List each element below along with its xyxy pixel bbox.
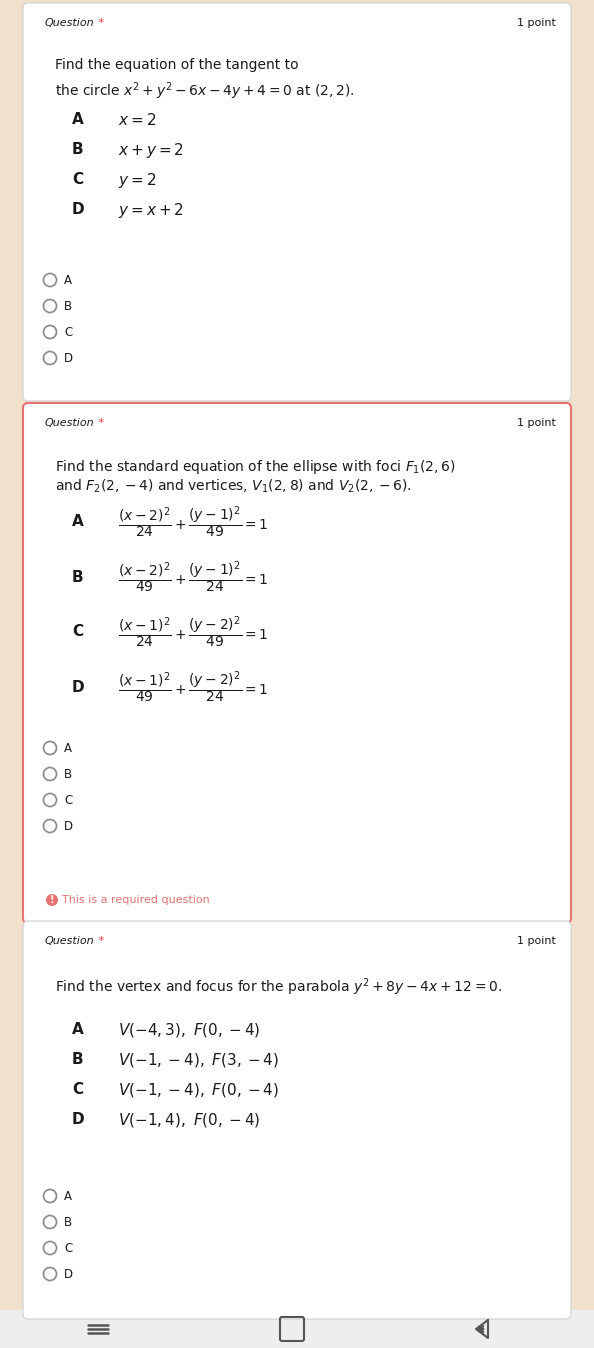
Text: Find the vertex and focus for the parabola $y^2+8y-4x+12=0$.: Find the vertex and focus for the parabo…: [55, 976, 503, 998]
Text: Question: Question: [45, 18, 94, 28]
FancyBboxPatch shape: [23, 3, 571, 400]
Bar: [0, 1310, 594, 1348]
Text: B: B: [72, 143, 84, 158]
Text: C: C: [72, 1082, 83, 1097]
Text: Question: Question: [45, 936, 94, 946]
Text: A: A: [72, 515, 84, 530]
Text: C: C: [64, 794, 72, 806]
Text: 1 point: 1 point: [517, 418, 556, 429]
Text: !: !: [50, 895, 54, 905]
Text: $x+y=2$: $x+y=2$: [118, 140, 184, 159]
Text: This is a required question: This is a required question: [62, 895, 210, 905]
Text: $\dfrac{(x-2)^2}{24}+\dfrac{(y-1)^2}{49}=1$: $\dfrac{(x-2)^2}{24}+\dfrac{(y-1)^2}{49}…: [118, 504, 268, 541]
Text: $V(-1,-4),\ F(3,-4)$: $V(-1,-4),\ F(3,-4)$: [118, 1051, 279, 1069]
Text: $V(-1,-4),\ F(0,-4)$: $V(-1,-4),\ F(0,-4)$: [118, 1081, 279, 1099]
Circle shape: [46, 894, 58, 906]
Text: C: C: [72, 624, 83, 639]
Text: D: D: [72, 202, 84, 217]
Text: B: B: [72, 1053, 84, 1068]
Text: A: A: [64, 741, 72, 755]
Text: *: *: [95, 18, 104, 28]
Text: Question: Question: [45, 418, 94, 429]
Text: D: D: [64, 820, 73, 833]
Text: $\dfrac{(x-1)^2}{49}+\dfrac{(y-2)^2}{24}=1$: $\dfrac{(x-1)^2}{49}+\dfrac{(y-2)^2}{24}…: [118, 669, 268, 705]
Text: D: D: [64, 1267, 73, 1281]
Text: $V(-4,3),\ F(0,-4)$: $V(-4,3),\ F(0,-4)$: [118, 1020, 260, 1039]
Text: D: D: [72, 679, 84, 694]
Text: B: B: [64, 1216, 72, 1228]
Text: C: C: [64, 1242, 72, 1255]
Text: $\dfrac{(x-2)^2}{49}+\dfrac{(y-1)^2}{24}=1$: $\dfrac{(x-2)^2}{49}+\dfrac{(y-1)^2}{24}…: [118, 559, 268, 594]
FancyBboxPatch shape: [23, 921, 571, 1318]
Text: $V(-1,4),\ F(0,-4)$: $V(-1,4),\ F(0,-4)$: [118, 1111, 260, 1130]
Text: C: C: [72, 173, 83, 187]
Text: $\dfrac{(x-1)^2}{24}+\dfrac{(y-2)^2}{49}=1$: $\dfrac{(x-1)^2}{24}+\dfrac{(y-2)^2}{49}…: [118, 615, 268, 650]
FancyBboxPatch shape: [23, 403, 571, 923]
Text: A: A: [72, 1023, 84, 1038]
Text: the circle $x^2+y^2-6x-4y+4=0$ at $(2,2)$.: the circle $x^2+y^2-6x-4y+4=0$ at $(2,2)…: [55, 80, 355, 101]
Text: Find the equation of the tangent to: Find the equation of the tangent to: [55, 58, 299, 71]
Text: $y=x+2$: $y=x+2$: [118, 201, 184, 220]
Text: C: C: [64, 325, 72, 338]
Text: B: B: [72, 569, 84, 585]
Text: A: A: [72, 112, 84, 128]
Text: B: B: [64, 299, 72, 313]
Text: B: B: [64, 767, 72, 780]
Text: A: A: [64, 1189, 72, 1202]
Text: and $F_2(2,-4)$ and vertices, $V_1(2,8)$ and $V_2(2,-6)$.: and $F_2(2,-4)$ and vertices, $V_1(2,8)$…: [55, 479, 412, 496]
Text: D: D: [64, 352, 73, 364]
Text: Find the standard equation of the ellipse with foci $F_1(2,6)$: Find the standard equation of the ellips…: [55, 458, 456, 476]
Text: *: *: [95, 936, 104, 946]
Text: 1 point: 1 point: [517, 18, 556, 28]
Text: $x=2$: $x=2$: [118, 112, 156, 128]
Text: 1 point: 1 point: [517, 936, 556, 946]
Text: D: D: [72, 1112, 84, 1127]
Text: A: A: [64, 274, 72, 287]
Text: *: *: [95, 418, 104, 429]
Text: $y=2$: $y=2$: [118, 170, 156, 190]
